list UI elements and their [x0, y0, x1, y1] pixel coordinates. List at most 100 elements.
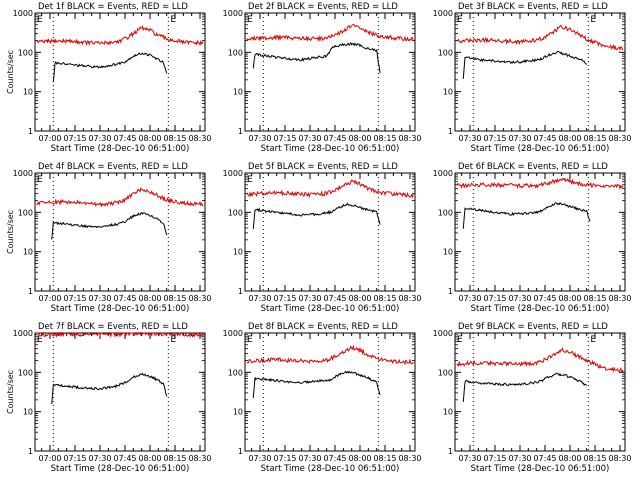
events-series-line: [252, 370, 381, 398]
x-tick-label: 07:30: [88, 454, 111, 463]
y-tick-label: 1000: [433, 329, 453, 338]
x-tick-label: 08:30: [608, 134, 631, 143]
y-tick-label: 100: [438, 48, 453, 57]
x-tick-label: 08:15: [373, 134, 396, 143]
y-tick-label: 100: [228, 208, 243, 217]
y-tick-label: 10: [233, 88, 243, 97]
x-tick-label: 08:30: [398, 454, 421, 463]
x-tick-label: 08:30: [608, 454, 631, 463]
x-tick-label: 08:00: [558, 134, 581, 143]
x-tick-label: 07:15: [63, 454, 86, 463]
x-tick-label: 08:15: [163, 454, 186, 463]
x-tick-label: 08:00: [138, 134, 161, 143]
y-tick-label: 1000: [223, 9, 243, 18]
y-tick-label: 10: [23, 88, 33, 97]
y-tick-label: 1: [28, 127, 33, 136]
x-tick-label: 07:45: [323, 134, 346, 143]
x-tick-label: 07:30: [458, 294, 481, 303]
y-tick-label: 100: [228, 48, 243, 57]
x-tick-label: 08:30: [398, 134, 421, 143]
x-tick-label: 07:30: [508, 454, 531, 463]
y-tick-label: 10: [23, 248, 33, 257]
x-axis-label: Start Time (28-Dec-10 06:51:00): [51, 144, 190, 154]
events-series-line: [462, 202, 591, 229]
y-tick-label: 10: [443, 408, 453, 417]
x-axis-label: Start Time (28-Dec-10 06:51:00): [471, 304, 610, 314]
x-tick-label: 07:30: [508, 294, 531, 303]
plot-frame: [454, 172, 626, 292]
x-axis-label: Start Time (28-Dec-10 06:51:00): [261, 464, 400, 474]
y-tick-label: 1: [28, 447, 33, 456]
x-tick-label: 08:00: [348, 294, 371, 303]
events-series-line: [252, 202, 381, 230]
x-tick-label: 08:15: [583, 294, 606, 303]
lld-series-line: [246, 344, 414, 366]
y-tick-label: 10: [233, 248, 243, 257]
panel-title: Det 6f BLACK = Events, RED = LLD: [458, 162, 608, 172]
panel-3: Det 3f BLACK = Events, RED = LLD 1 10 100 10…: [433, 2, 632, 154]
x-tick-label: 07:30: [508, 134, 531, 143]
lld-series-line: [36, 187, 204, 208]
x-tick-label: 07:30: [458, 134, 481, 143]
panel-title: Det 3f BLACK = Events, RED = LLD: [458, 2, 608, 12]
x-tick-label: 08:00: [558, 454, 581, 463]
panel-7: Det 7f BLACK = Events, RED = LLD 1 10 100 10…: [6, 322, 212, 474]
x-tick-label: 07:15: [273, 134, 296, 143]
plot-frame: [34, 332, 206, 452]
y-tick-label: 1000: [433, 9, 453, 18]
plot-frame: [454, 12, 626, 132]
x-tick-label: 07:45: [323, 454, 346, 463]
y-tick-label: 1: [238, 287, 243, 296]
y-tick-label: 100: [18, 208, 33, 217]
x-tick-label: 08:30: [608, 294, 631, 303]
x-axis-label: Start Time (28-Dec-10 06:51:00): [51, 464, 190, 474]
lld-series-line: [456, 347, 624, 373]
x-tick-label: 07:30: [298, 294, 321, 303]
events-series-line: [462, 50, 588, 79]
x-tick-label: 07:00: [38, 454, 61, 463]
marker-label: E: [590, 335, 596, 345]
marker-label: E: [247, 175, 253, 185]
x-tick-label: 07:30: [458, 454, 481, 463]
panel-title: Det 1f BLACK = Events, RED = LLD: [38, 2, 188, 12]
y-tick-label: 10: [23, 408, 33, 417]
plot-frame: [244, 12, 416, 132]
x-axis-label: Start Time (28-Dec-10 06:51:00): [261, 304, 400, 314]
plot-frame: [244, 332, 416, 452]
x-tick-label: 07:30: [88, 134, 111, 143]
y-tick-label: 1: [448, 287, 453, 296]
x-axis-label: Start Time (28-Dec-10 06:51:00): [261, 144, 400, 154]
panel-title: Det 7f BLACK = Events, RED = LLD: [38, 322, 188, 332]
marker-label: E: [247, 15, 253, 25]
x-tick-label: 07:45: [533, 454, 556, 463]
panel-title: Det 2f BLACK = Events, RED = LLD: [248, 2, 398, 12]
x-tick-label: 07:30: [248, 134, 271, 143]
x-tick-label: 07:00: [38, 134, 61, 143]
lld-series-line: [456, 24, 624, 51]
lld-series-line: [36, 331, 204, 339]
lld-series-line: [456, 177, 624, 191]
y-tick-label: 1000: [13, 169, 33, 178]
plot-frame: [244, 172, 416, 292]
panel-title: Det 9f BLACK = Events, RED = LLD: [458, 322, 608, 332]
x-tick-label: 08:15: [163, 134, 186, 143]
panel-title: Det 8f BLACK = Events, RED = LLD: [248, 322, 398, 332]
x-tick-label: 07:45: [113, 454, 136, 463]
plot-frame: [34, 12, 206, 132]
y-tick-label: 1: [28, 287, 33, 296]
x-tick-label: 08:00: [138, 454, 161, 463]
x-tick-label: 07:30: [248, 294, 271, 303]
x-axis-label: Start Time (28-Dec-10 06:51:00): [471, 144, 610, 154]
panel-4: Det 4f BLACK = Events, RED = LLD 1 10 100 10…: [6, 162, 212, 314]
x-tick-label: 07:00: [38, 294, 61, 303]
panel-5: Det 5f BLACK = Events, RED = LLD 1 10 100 10…: [223, 162, 422, 314]
y-tick-label: 1: [448, 447, 453, 456]
x-tick-label: 07:45: [113, 294, 136, 303]
events-series-line: [51, 372, 168, 405]
y-tick-label: 1000: [223, 329, 243, 338]
x-tick-label: 07:15: [63, 294, 86, 303]
x-tick-label: 07:15: [273, 454, 296, 463]
y-tick-label: 100: [438, 368, 453, 377]
y-tick-label: 10: [443, 248, 453, 257]
